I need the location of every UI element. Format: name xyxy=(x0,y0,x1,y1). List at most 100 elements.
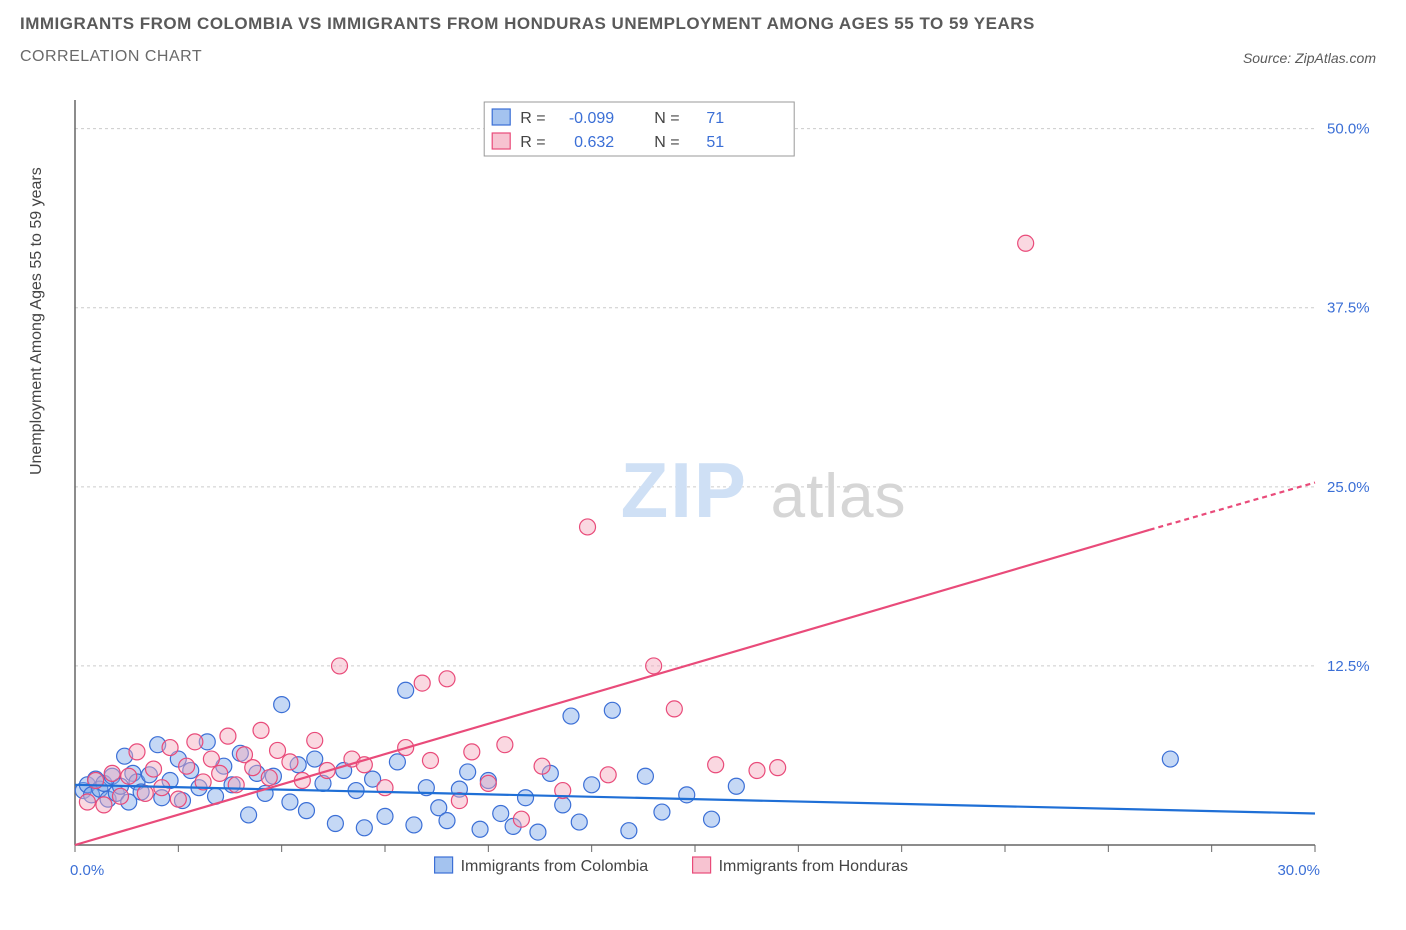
data-point xyxy=(414,675,430,691)
data-point xyxy=(282,754,298,770)
data-point xyxy=(253,722,269,738)
data-point xyxy=(398,682,414,698)
data-point xyxy=(406,817,422,833)
data-point xyxy=(96,797,112,813)
data-point xyxy=(241,807,257,823)
data-point xyxy=(530,824,546,840)
data-point xyxy=(261,770,277,786)
header-bar: IMMIGRANTS FROM COLOMBIA VS IMMIGRANTS F… xyxy=(0,0,1406,72)
data-point xyxy=(203,751,219,767)
data-point xyxy=(146,761,162,777)
data-point xyxy=(270,742,286,758)
data-point xyxy=(228,777,244,793)
data-point xyxy=(439,813,455,829)
data-point xyxy=(274,697,290,713)
data-point xyxy=(749,763,765,779)
data-point xyxy=(307,751,323,767)
data-point xyxy=(112,788,128,804)
data-point xyxy=(439,671,455,687)
x-max-label: 30.0% xyxy=(1277,862,1320,879)
data-point xyxy=(1018,235,1034,251)
data-point xyxy=(377,808,393,824)
data-point xyxy=(580,519,596,535)
data-point xyxy=(162,740,178,756)
legend-n-label: N = xyxy=(654,110,679,127)
data-point xyxy=(129,744,145,760)
data-point xyxy=(179,758,195,774)
data-point xyxy=(1162,751,1178,767)
legend-n-label: N = xyxy=(654,134,679,151)
bottom-legend-swatch xyxy=(435,857,453,873)
legend-r-value: 0.632 xyxy=(574,134,614,151)
data-point xyxy=(513,811,529,827)
data-point xyxy=(637,768,653,784)
y-tick-label: 50.0% xyxy=(1327,121,1370,138)
chart-title-line2: CORRELATION CHART xyxy=(20,48,1035,66)
data-point xyxy=(137,785,153,801)
data-point xyxy=(451,793,467,809)
data-point xyxy=(170,791,186,807)
data-point xyxy=(704,811,720,827)
legend-swatch xyxy=(492,133,510,149)
data-point xyxy=(79,794,95,810)
data-point xyxy=(460,764,476,780)
data-point xyxy=(121,768,137,784)
watermark-zip: ZIP xyxy=(621,446,748,534)
y-tick-label: 25.0% xyxy=(1327,479,1370,496)
data-point xyxy=(621,823,637,839)
data-point xyxy=(298,803,314,819)
data-point xyxy=(646,658,662,674)
data-point xyxy=(472,821,488,837)
data-point xyxy=(604,702,620,718)
data-point xyxy=(212,765,228,781)
data-point xyxy=(104,765,120,781)
data-point xyxy=(497,737,513,753)
legend-r-value: -0.099 xyxy=(569,110,614,127)
data-point xyxy=(422,752,438,768)
source-attribution: Source: ZipAtlas.com xyxy=(1243,50,1376,66)
legend-swatch xyxy=(492,109,510,125)
data-point xyxy=(356,820,372,836)
data-point xyxy=(571,814,587,830)
legend-n-value: 71 xyxy=(706,110,724,127)
watermark-atlas: atlas xyxy=(771,462,907,531)
data-point xyxy=(518,790,534,806)
data-point xyxy=(770,760,786,776)
data-point xyxy=(464,744,480,760)
data-point xyxy=(307,732,323,748)
data-point xyxy=(666,701,682,717)
data-point xyxy=(389,754,405,770)
correlation-chart: 12.5% 25.0% 37.5% 50.0% ZIP atlas 0.0% 30.0% R =… xyxy=(20,95,1390,900)
data-point xyxy=(220,728,236,744)
data-point xyxy=(377,780,393,796)
y-axis-title: Unemployment Among Ages 55 to 59 years xyxy=(28,167,46,475)
data-point xyxy=(555,797,571,813)
legend-r-label: R = xyxy=(520,110,545,127)
bottom-legend-label: Immigrants from Honduras xyxy=(719,858,908,875)
y-tick-label: 12.5% xyxy=(1327,658,1370,675)
data-point xyxy=(563,708,579,724)
trend-line-extrapolated xyxy=(1150,483,1315,530)
data-point xyxy=(654,804,670,820)
legend-r-label: R = xyxy=(520,134,545,151)
data-point xyxy=(493,805,509,821)
data-point xyxy=(332,658,348,674)
data-point xyxy=(584,777,600,793)
data-point xyxy=(245,760,261,776)
chart-container: Unemployment Among Ages 55 to 59 years 1… xyxy=(20,95,1390,900)
title-block: IMMIGRANTS FROM COLOMBIA VS IMMIGRANTS F… xyxy=(20,14,1035,66)
bottom-legend-swatch xyxy=(693,857,711,873)
data-point xyxy=(679,787,695,803)
chart-title-line1: IMMIGRANTS FROM COLOMBIA VS IMMIGRANTS F… xyxy=(20,14,1035,34)
data-point xyxy=(282,794,298,810)
data-point xyxy=(534,758,550,774)
data-point xyxy=(600,767,616,783)
legend-n-value: 51 xyxy=(706,134,724,151)
bottom-legend-label: Immigrants from Colombia xyxy=(461,858,649,875)
x-min-label: 0.0% xyxy=(70,862,104,879)
plot-area: 12.5% 25.0% 37.5% 50.0% ZIP atlas 0.0% 30.0% R =… xyxy=(70,100,1370,879)
data-point xyxy=(480,775,496,791)
data-point xyxy=(728,778,744,794)
y-tick-label: 37.5% xyxy=(1327,300,1370,317)
data-point xyxy=(187,734,203,750)
